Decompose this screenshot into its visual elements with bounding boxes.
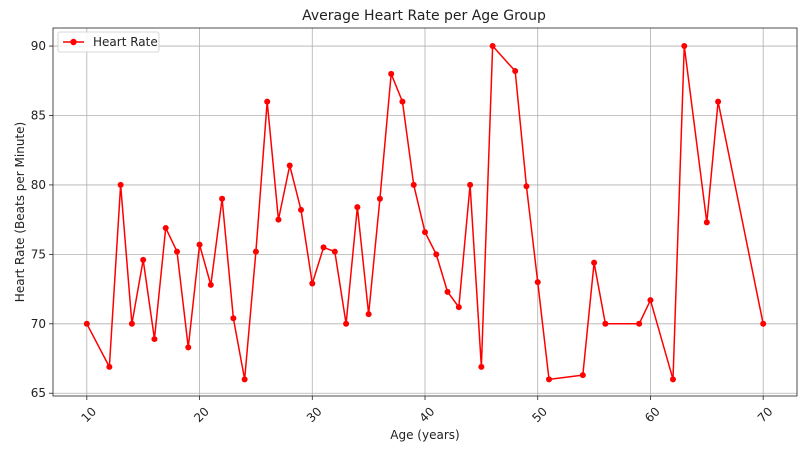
data-point <box>546 376 552 383</box>
y-tick-label: 90 <box>31 39 46 53</box>
data-point <box>309 280 316 287</box>
data-point <box>602 320 609 327</box>
data-point <box>207 281 214 288</box>
data-point <box>140 256 147 263</box>
data-point <box>399 98 406 105</box>
data-point <box>219 195 226 202</box>
data-point <box>647 297 654 304</box>
data-point <box>534 279 541 286</box>
legend-marker-swatch <box>70 38 77 46</box>
data-point <box>376 195 383 202</box>
data-point <box>264 98 271 105</box>
grid <box>53 28 797 396</box>
series-line <box>86 45 764 381</box>
data-point <box>444 288 451 295</box>
data-point <box>455 304 462 311</box>
data-point <box>489 43 496 50</box>
data-point <box>591 259 598 266</box>
data-point <box>354 204 361 211</box>
data-point <box>467 181 474 188</box>
data-point <box>433 251 440 258</box>
data-point <box>298 206 304 213</box>
data-point <box>320 244 327 251</box>
chart-title: Average Heart Rate per Age Group <box>302 8 546 24</box>
data-point <box>365 311 372 318</box>
y-tick-label: 85 <box>31 108 46 122</box>
data-point <box>83 320 90 327</box>
legend-frame <box>57 31 160 53</box>
data-point <box>162 224 169 231</box>
data-point <box>252 248 259 255</box>
x-axis-label: Age (years) <box>390 428 459 442</box>
data-point <box>478 363 485 370</box>
data-point <box>760 320 767 327</box>
data-point <box>410 181 417 188</box>
data-point <box>670 376 676 383</box>
data-point <box>579 372 586 379</box>
y-axis-label: Heart Rate (Beats per Minute) <box>13 122 27 302</box>
series-layer <box>83 43 767 383</box>
data-point <box>151 336 158 343</box>
data-point <box>331 248 338 255</box>
y-tick-label: 70 <box>31 317 46 331</box>
data-point <box>422 229 428 236</box>
y-tick-label: 80 <box>31 178 46 192</box>
data-point <box>241 376 248 383</box>
data-point <box>343 320 350 327</box>
data-point <box>196 241 203 248</box>
data-point <box>715 98 722 105</box>
data-point <box>230 315 237 322</box>
y-tick-label: 75 <box>31 247 46 261</box>
data-point <box>636 320 643 327</box>
data-point <box>286 162 293 169</box>
legend-label: Heart Rate <box>93 35 158 49</box>
data-point <box>703 219 710 226</box>
data-point <box>106 363 113 370</box>
data-point <box>523 183 530 190</box>
data-point <box>681 43 688 50</box>
data-point <box>174 248 180 255</box>
legend: Heart Rate <box>57 31 160 53</box>
data-point <box>185 344 192 351</box>
data-point <box>275 216 282 223</box>
y-tick-label: 65 <box>31 386 46 400</box>
data-point <box>512 68 519 75</box>
data-point <box>128 320 135 327</box>
data-point <box>117 181 124 188</box>
data-point <box>388 70 395 77</box>
